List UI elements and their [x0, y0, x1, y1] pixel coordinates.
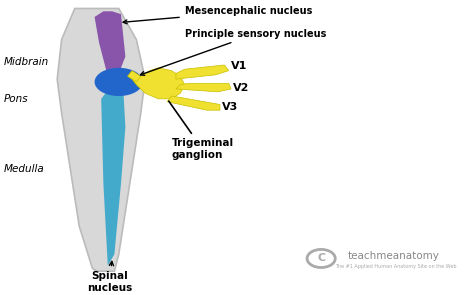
Polygon shape	[101, 85, 126, 266]
Text: Mesencephalic nucleus: Mesencephalic nucleus	[123, 6, 312, 24]
Text: Midbrain: Midbrain	[3, 57, 49, 67]
Text: V3: V3	[222, 102, 238, 112]
Polygon shape	[57, 9, 145, 271]
Text: teachmeanatomy: teachmeanatomy	[347, 252, 439, 261]
Polygon shape	[176, 83, 231, 92]
Text: Medulla: Medulla	[3, 165, 44, 174]
Text: Pons: Pons	[3, 94, 28, 104]
Polygon shape	[128, 71, 141, 82]
Text: C: C	[317, 253, 325, 263]
Text: Trigeminal
ganglion: Trigeminal ganglion	[169, 101, 234, 160]
Text: V2: V2	[233, 83, 249, 93]
Text: Principle sensory nucleus: Principle sensory nucleus	[140, 29, 326, 75]
Text: Spinal
nucleus: Spinal nucleus	[87, 261, 133, 293]
Polygon shape	[132, 68, 185, 99]
Ellipse shape	[95, 68, 143, 96]
Polygon shape	[167, 96, 220, 110]
Polygon shape	[95, 11, 126, 79]
Text: V1: V1	[231, 61, 247, 71]
Polygon shape	[176, 65, 229, 79]
Text: The #1 Applied Human Anatomy Site on the Web: The #1 Applied Human Anatomy Site on the…	[335, 264, 457, 269]
